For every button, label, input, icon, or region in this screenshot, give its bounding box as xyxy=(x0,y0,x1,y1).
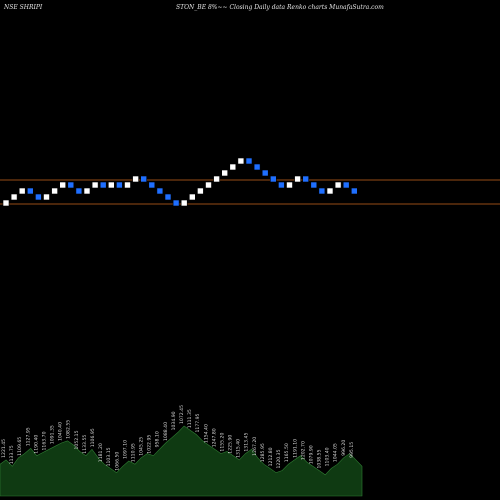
brick-up xyxy=(189,193,196,201)
brick-down xyxy=(269,175,277,183)
volume-label: 1079.90 xyxy=(309,445,315,464)
brick-down xyxy=(164,193,172,201)
brick-up xyxy=(91,181,99,189)
brick-down xyxy=(116,181,123,189)
brick-down xyxy=(140,175,147,183)
volume-panel xyxy=(0,425,363,497)
brick-up xyxy=(132,175,139,183)
volume-label: 1066.50 xyxy=(114,452,120,471)
brick-up xyxy=(180,199,188,207)
brick-down xyxy=(75,187,83,195)
volume-label: 1313.45 xyxy=(244,433,250,452)
brick-up xyxy=(197,187,204,195)
volume-label: 1109.65 xyxy=(17,437,23,456)
volume-label: 1221.45 xyxy=(1,439,7,458)
brick-up xyxy=(10,193,18,201)
volume-label: 1165.50 xyxy=(284,443,290,462)
brick-up xyxy=(229,163,237,171)
volume-label: 1220.35 xyxy=(276,449,282,468)
volume-label: 1177.95 xyxy=(195,413,201,432)
brick-down xyxy=(245,157,253,165)
volume-label: 1285.95 xyxy=(260,443,266,462)
brick-up xyxy=(83,187,91,195)
volume-label: 1133.55 xyxy=(82,435,88,454)
brick-down xyxy=(99,181,107,189)
volume-label: 1202.70 xyxy=(300,441,306,460)
volume-label: 1111.35 xyxy=(187,409,193,428)
volume-label: 1191.10 xyxy=(292,439,298,458)
brick-down xyxy=(342,181,350,189)
volume-label: 1052.15 xyxy=(74,430,80,449)
brick-up xyxy=(294,175,301,183)
volume-label: 1088.40 xyxy=(163,422,169,441)
brick-up xyxy=(124,181,131,189)
brick-up xyxy=(108,181,115,189)
volume-label: 1181.20 xyxy=(98,443,104,462)
brick-up xyxy=(326,187,334,195)
volume-label: 1091.35 xyxy=(50,425,56,444)
volume-label: 1267.20 xyxy=(252,437,258,456)
brick-up xyxy=(221,169,228,177)
brick-down xyxy=(67,181,75,189)
volume-label: 1315.40 xyxy=(236,439,242,458)
volume-label: 1038.55 xyxy=(317,449,323,468)
volume-label: 1097.10 xyxy=(122,440,128,459)
volume-label: 1127.95 xyxy=(25,427,31,446)
brick-up xyxy=(43,193,50,201)
volume-label: 1045.25 xyxy=(139,437,145,456)
chart-title-left: NSE SHRIPI xyxy=(3,4,43,11)
volume-label: 1133.75 xyxy=(9,445,15,464)
brick-down xyxy=(261,169,269,177)
volume-label: 996.20 xyxy=(341,440,347,456)
brick-up xyxy=(205,181,212,189)
brick-up xyxy=(286,181,293,189)
volume-label: 1044.05 xyxy=(333,443,339,462)
volume-label: 1247.80 xyxy=(211,428,217,447)
brick-up xyxy=(213,175,220,183)
volume-label: 995.15 xyxy=(349,442,355,458)
volume-label: 1040.40 xyxy=(58,422,64,441)
brick-down xyxy=(156,187,164,195)
volume-label: 1225.90 xyxy=(228,435,234,454)
volume-label: 958.10 xyxy=(155,431,161,447)
volume-label: 1022.95 xyxy=(147,435,153,454)
brick-down xyxy=(148,181,156,189)
volume-labels: 1221.45 1133.75 1109.65 1127.95 1190.40 1163.… xyxy=(1,405,355,471)
volume-label: 1154.40 xyxy=(203,424,209,443)
volume-area xyxy=(0,425,363,497)
volume-label: 1155.20 xyxy=(220,433,226,452)
brick-up xyxy=(237,157,245,165)
volume-label: 1103.40 xyxy=(325,447,331,466)
brick-down xyxy=(302,175,310,183)
volume-label: 1106.95 xyxy=(90,428,96,447)
brick-down xyxy=(172,199,180,207)
volume-label: 1082.55 xyxy=(66,420,72,439)
chart-title-right: STON_BE 8%~~ Closing Daily data Renko ch… xyxy=(176,4,384,11)
brick-down xyxy=(26,187,34,195)
volume-label: 1190.40 xyxy=(33,435,39,454)
volume-label: 1103.15 xyxy=(106,447,112,466)
brick-up xyxy=(59,181,67,189)
volume-label: 1110.95 xyxy=(131,443,137,462)
brick-up xyxy=(51,187,58,195)
brick-up xyxy=(18,187,26,195)
brick-down xyxy=(278,181,285,189)
volume-label: 1034.90 xyxy=(171,411,177,430)
volume-label: 1163.70 xyxy=(42,431,48,450)
brick-down xyxy=(318,187,326,195)
brick-down xyxy=(310,181,318,189)
renko-bricks xyxy=(2,157,358,207)
brick-down xyxy=(35,193,42,201)
brick-up xyxy=(334,181,342,189)
brick-down xyxy=(253,163,261,171)
brick-up xyxy=(2,199,10,207)
brick-down xyxy=(350,187,358,195)
volume-label: 1212.80 xyxy=(268,447,274,466)
volume-label: 1072.45 xyxy=(179,405,185,424)
